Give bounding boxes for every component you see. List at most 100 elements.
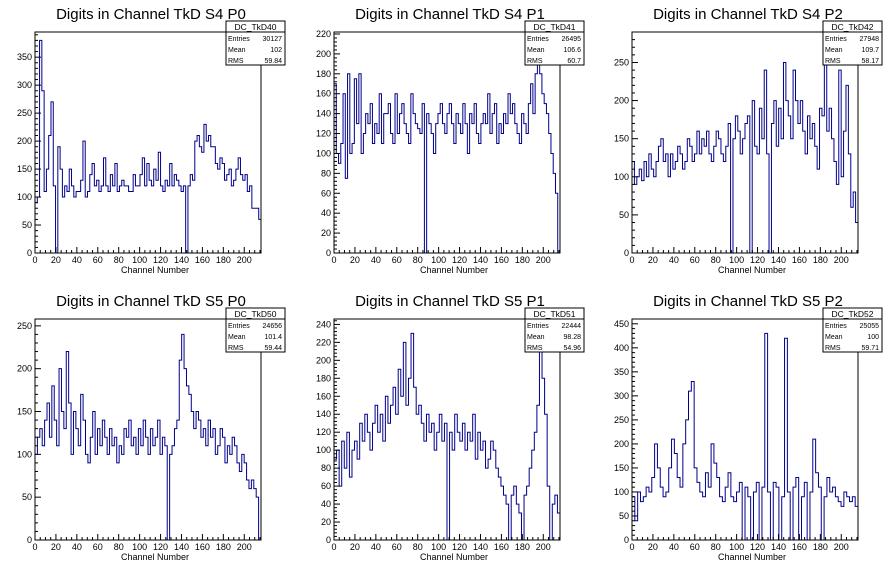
stats-value: 22444 [562, 323, 582, 330]
y-tick-label: 50 [22, 220, 32, 230]
stats-label: Entries [527, 323, 549, 330]
y-tick-label: 160 [316, 89, 331, 99]
y-tick-label: 250 [17, 108, 32, 118]
y-tick-label: 40 [321, 499, 331, 509]
x-tick-label: 40 [72, 542, 82, 552]
x-tick-label: 0 [629, 255, 634, 265]
y-tick-label: 140 [316, 109, 331, 119]
stats-label: Mean [825, 334, 843, 341]
y-tick-label: 350 [614, 367, 629, 377]
y-tick-label: 0 [624, 248, 629, 258]
histogram-pad-tkd50: Digits in Channel TkD S5 P0 0 20 40 60 80 100 1… [0, 287, 299, 574]
x-tick-label: 100 [431, 255, 446, 265]
x-tick-label: 180 [813, 542, 828, 552]
x-tick-label: 140 [473, 542, 488, 552]
stats-label: Mean [527, 47, 545, 54]
x-tick-label: 0 [32, 255, 37, 265]
stats-value: 24656 [263, 323, 283, 330]
stats-label: RMS [228, 58, 244, 65]
x-tick-label: 100 [431, 542, 446, 552]
x-tick-label: 100 [729, 255, 744, 265]
x-tick-label: 80 [413, 542, 423, 552]
x-tick-label: 40 [72, 255, 82, 265]
x-tick-label: 60 [392, 542, 402, 552]
stats-value: 59.84 [264, 58, 282, 65]
x-tick-label: 140 [174, 542, 189, 552]
stats-value: 30127 [263, 36, 283, 43]
histogram-svg: Digits in Channel TkD S5 P2 0 20 40 60 80 100 1… [614, 293, 883, 562]
stats-label: RMS [825, 58, 841, 65]
histogram-pad-tkd40: Digits in Channel TkD S4 P0 0 20 40 60 80 100 1… [0, 0, 299, 287]
x-tick-label: 120 [750, 255, 765, 265]
x-tick-label: 20 [648, 542, 658, 552]
stats-value: 27948 [860, 36, 880, 43]
y-tick-label: 20 [321, 517, 331, 527]
x-tick-label: 140 [473, 255, 488, 265]
y-tick-label: 300 [614, 391, 629, 401]
x-tick-label: 160 [195, 255, 210, 265]
x-axis-title: Channel Number [121, 265, 189, 275]
x-tick-label: 20 [51, 255, 61, 265]
x-tick-label: 200 [237, 542, 252, 552]
x-tick-label: 180 [216, 255, 231, 265]
histogram-line [34, 333, 261, 541]
y-tick-label: 100 [17, 192, 32, 202]
y-tick-label: 200 [614, 439, 629, 449]
stats-label: Entries [228, 36, 250, 43]
histogram-svg: Digits in Channel TkD S4 P0 0 20 40 60 80 100 1… [17, 6, 286, 275]
y-tick-label: 80 [321, 463, 331, 473]
x-tick-label: 120 [153, 542, 168, 552]
x-tick-label: 140 [771, 542, 786, 552]
y-tick-label: 200 [316, 49, 331, 59]
x-tick-label: 200 [237, 255, 252, 265]
x-tick-label: 80 [711, 255, 721, 265]
stats-label: Mean [228, 334, 246, 341]
x-tick-label: 20 [648, 255, 658, 265]
y-tick-label: 100 [316, 445, 331, 455]
y-tick-label: 200 [614, 96, 629, 106]
stats-name: DC_TkD42 [831, 22, 873, 32]
x-tick-label: 0 [32, 542, 37, 552]
x-tick-label: 100 [132, 255, 147, 265]
x-tick-label: 0 [629, 542, 634, 552]
x-tick-label: 140 [174, 255, 189, 265]
y-tick-label: 150 [614, 463, 629, 473]
y-tick-label: 220 [316, 29, 331, 39]
y-tick-label: 150 [17, 164, 32, 174]
x-tick-label: 60 [690, 542, 700, 552]
stats-value: 101.4 [264, 334, 282, 341]
stats-label: Entries [825, 36, 847, 43]
x-tick-label: 40 [669, 542, 679, 552]
stats-box [822, 20, 883, 66]
stats-label: Mean [527, 334, 545, 341]
stats-name: DC_TkD52 [831, 309, 873, 319]
y-tick-label: 220 [316, 337, 331, 347]
y-tick-label: 60 [321, 481, 331, 491]
stats-value: 60.7 [567, 58, 581, 65]
stats-name: DC_TkD41 [533, 22, 575, 32]
y-tick-label: 50 [619, 210, 629, 220]
y-tick-label: 20 [321, 228, 331, 238]
x-tick-label: 20 [350, 255, 360, 265]
stats-box [822, 307, 883, 353]
stats-box [524, 307, 585, 353]
x-tick-label: 60 [93, 255, 103, 265]
y-tick-label: 160 [316, 391, 331, 401]
x-axis-title: Channel Number [718, 552, 786, 562]
x-tick-label: 200 [834, 255, 849, 265]
stats-value: 54.96 [563, 345, 581, 352]
histogram-line [333, 332, 561, 541]
x-tick-label: 80 [413, 255, 423, 265]
y-tick-label: 350 [17, 52, 32, 62]
stats-name: DC_TkD51 [533, 309, 575, 319]
x-tick-label: 160 [195, 542, 210, 552]
stats-value: 58.17 [861, 58, 879, 65]
chart-title: Digits in Channel TkD S5 P1 [355, 293, 545, 310]
y-tick-label: 60 [321, 188, 331, 198]
chart-title: Digits in Channel TkD S5 P2 [653, 293, 843, 310]
histogram-svg: Digits in Channel TkD S5 P1 0 20 40 60 80 100 1… [316, 293, 585, 562]
x-tick-label: 60 [93, 542, 103, 552]
y-tick-label: 100 [17, 449, 32, 459]
histogram-svg: Digits in Channel TkD S5 P0 0 20 40 60 80 100 1… [17, 293, 286, 562]
